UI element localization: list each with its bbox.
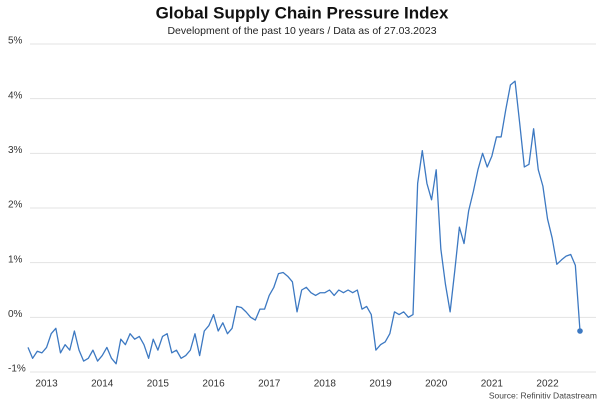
x-tick-label: 2022 <box>536 379 559 390</box>
chart-title: Global Supply Chain Pressure Index <box>156 3 449 22</box>
data-line <box>27 80 581 365</box>
x-tick-label: 2015 <box>147 379 170 390</box>
chart-subtitle: Development of the past 10 years / Data … <box>167 25 436 37</box>
x-tick-label: 2017 <box>258 379 281 390</box>
x-tick-label: 2013 <box>35 379 58 390</box>
y-tick-label: 3% <box>8 145 23 156</box>
x-tick-label: 2019 <box>369 379 392 390</box>
end-point <box>577 328 583 334</box>
y-tick-label: 4% <box>8 90 23 101</box>
x-tick-label: 2014 <box>91 379 114 390</box>
x-tick-label: 2018 <box>314 379 337 390</box>
x-tick-label: 2020 <box>425 379 448 390</box>
y-tick-label: 2% <box>8 200 23 211</box>
y-tick-label: 5% <box>8 36 23 47</box>
x-tick-label: 2021 <box>481 379 504 390</box>
source-note: Source: Refinitiv Datastream <box>489 390 597 400</box>
y-tick-label: 1% <box>8 254 23 265</box>
y-tick-label: 0% <box>8 309 23 320</box>
x-tick-label: 2016 <box>202 379 225 390</box>
y-tick-label: -1% <box>8 364 26 375</box>
